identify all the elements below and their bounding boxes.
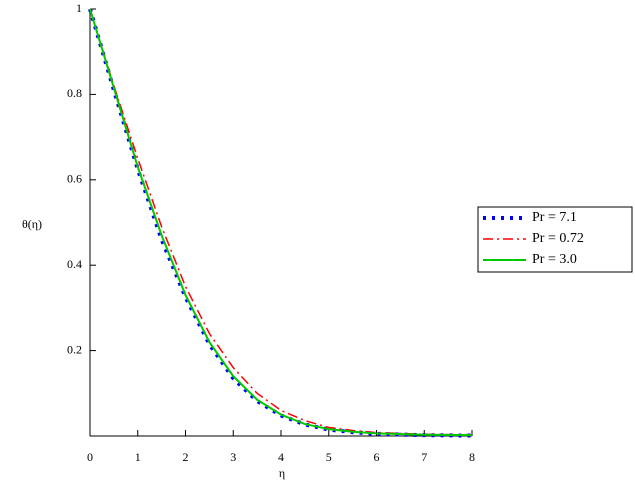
y-axis-label: θ(η) [22,217,42,231]
x-tick-label: 4 [278,450,284,464]
line-series [88,8,473,438]
y-tick-label: 1 [76,1,82,15]
x-axis-label: η [279,466,285,480]
y-tick-label: 0.2 [67,342,82,356]
legend-label: Pr = 7.1 [532,210,577,225]
y-tick-label: 0.8 [67,86,82,100]
x-tick-label: 2 [183,450,189,464]
x-tick-label: 1 [135,450,141,464]
x-tick-label: 0 [87,450,93,464]
x-tick-label: 5 [326,450,332,464]
line-series [89,8,473,437]
legend-label: Pr = 0.72 [532,231,584,246]
line-series [89,8,473,436]
x-tick-label: 8 [469,450,475,464]
x-tick-label: 7 [421,450,427,464]
y-tick-label: 0.4 [67,257,82,271]
x-tick-label: 3 [230,450,236,464]
x-tick-label: 6 [374,450,380,464]
legend-label: Pr = 3.0 [532,252,577,267]
y-tick-label: 0.6 [67,172,82,186]
